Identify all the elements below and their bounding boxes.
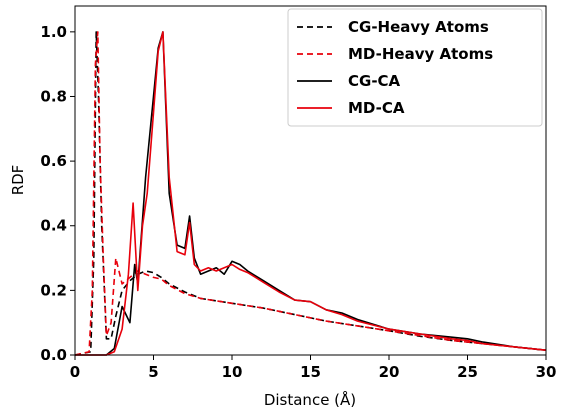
legend-label: MD-Heavy Atoms <box>348 45 493 63</box>
y-axis-label: RDF <box>9 165 27 196</box>
legend-label: CG-CA <box>348 72 401 90</box>
y-tick-label: 0.2 <box>40 281 67 299</box>
legend-label: MD-CA <box>348 99 405 117</box>
series-layer <box>74 31 547 356</box>
y-tick-label: 0.6 <box>40 152 67 170</box>
x-axis-ticks: 0 5 10 15 20 25 30 <box>70 355 557 381</box>
x-tick-label: 15 <box>300 363 321 381</box>
x-tick-label: 25 <box>457 363 478 381</box>
y-axis-ticks: 0.0 0.2 0.4 0.6 0.8 1.0 <box>40 23 75 364</box>
y-tick-label: 0.8 <box>40 87 67 105</box>
legend: CG-Heavy Atoms MD-Heavy Atoms CG-CA MD-CA <box>287 8 543 127</box>
x-axis-label: Distance (Å) <box>264 390 356 409</box>
x-tick-label: 30 <box>536 363 557 381</box>
legend-box <box>287 8 543 127</box>
x-tick-label: 5 <box>148 363 158 381</box>
x-tick-label: 0 <box>70 363 80 381</box>
legend-label: CG-Heavy Atoms <box>348 18 489 36</box>
y-tick-label: 0.4 <box>40 217 67 235</box>
y-tick-label: 0.0 <box>40 346 67 364</box>
series-line-4 <box>75 31 547 356</box>
x-tick-label: 10 <box>222 363 243 381</box>
x-tick-label: 20 <box>379 363 400 381</box>
series-line-2 <box>74 31 547 356</box>
y-tick-label: 1.0 <box>40 23 67 41</box>
legend-items: CG-Heavy Atoms MD-Heavy Atoms CG-CA MD-CA <box>297 18 493 117</box>
